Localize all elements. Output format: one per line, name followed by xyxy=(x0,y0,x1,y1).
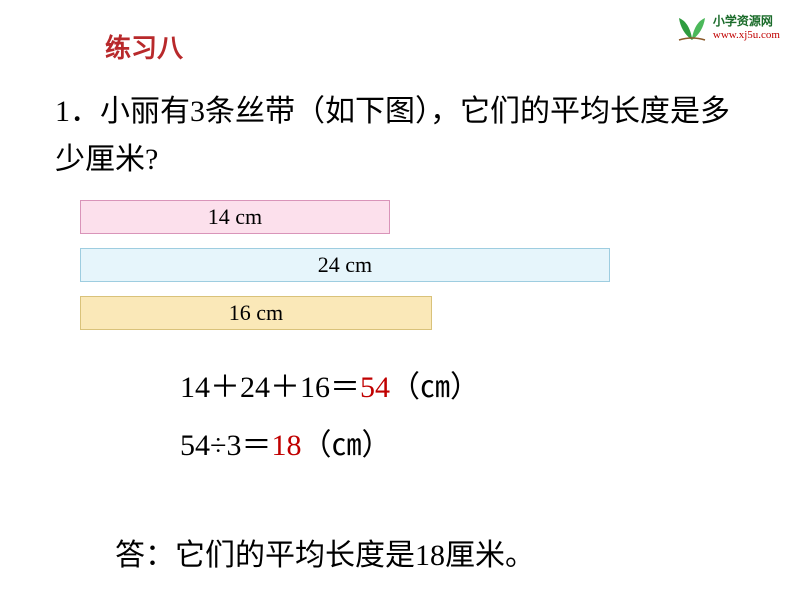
calc2-unit: （㎝） xyxy=(301,429,391,462)
ribbon-bar-1: 14 cm xyxy=(80,200,390,234)
logo-text: 小学资源网 www.xj5u.com xyxy=(713,14,780,42)
calculation-line-2: 54÷3＝18（㎝） xyxy=(180,420,391,464)
ribbon-label-3: 16 cm xyxy=(229,300,283,326)
ribbon-label-1: 14 cm xyxy=(208,204,262,230)
site-logo: 小学资源网 www.xj5u.com xyxy=(673,12,780,44)
calc2-lhs: 54÷3＝ xyxy=(180,429,271,462)
exercise-title: 练习八 xyxy=(105,34,183,63)
calc2-result: 18 xyxy=(271,429,301,462)
question-text: 1．小丽有3条丝带（如下图），它们的平均长度是多少厘米? xyxy=(55,88,740,184)
calc1-unit: （㎝） xyxy=(390,371,480,404)
calc1-result: 54 xyxy=(360,371,390,404)
logo-text-bottom: www.xj5u.com xyxy=(713,29,780,42)
ribbon-bar-3: 16 cm xyxy=(80,296,432,330)
ribbon-label-2: 24 cm xyxy=(318,252,372,278)
exercise-header: 练习八 xyxy=(105,28,183,65)
question-content: 1．小丽有3条丝带（如下图），它们的平均长度是多少厘米? xyxy=(55,95,730,176)
logo-text-top: 小学资源网 xyxy=(713,14,780,28)
leaf-icon xyxy=(673,12,711,44)
calculation-line-1: 14＋24＋16＝54（㎝） xyxy=(180,362,480,406)
answer-text: 答：它们的平均长度是18厘米。 xyxy=(115,539,535,572)
answer-line: 答：它们的平均长度是18厘米。 xyxy=(115,530,535,574)
calc1-lhs: 14＋24＋16＝ xyxy=(180,371,360,404)
ribbon-bar-2: 24 cm xyxy=(80,248,610,282)
ribbon-bars: 14 cm 24 cm 16 cm xyxy=(80,200,610,344)
